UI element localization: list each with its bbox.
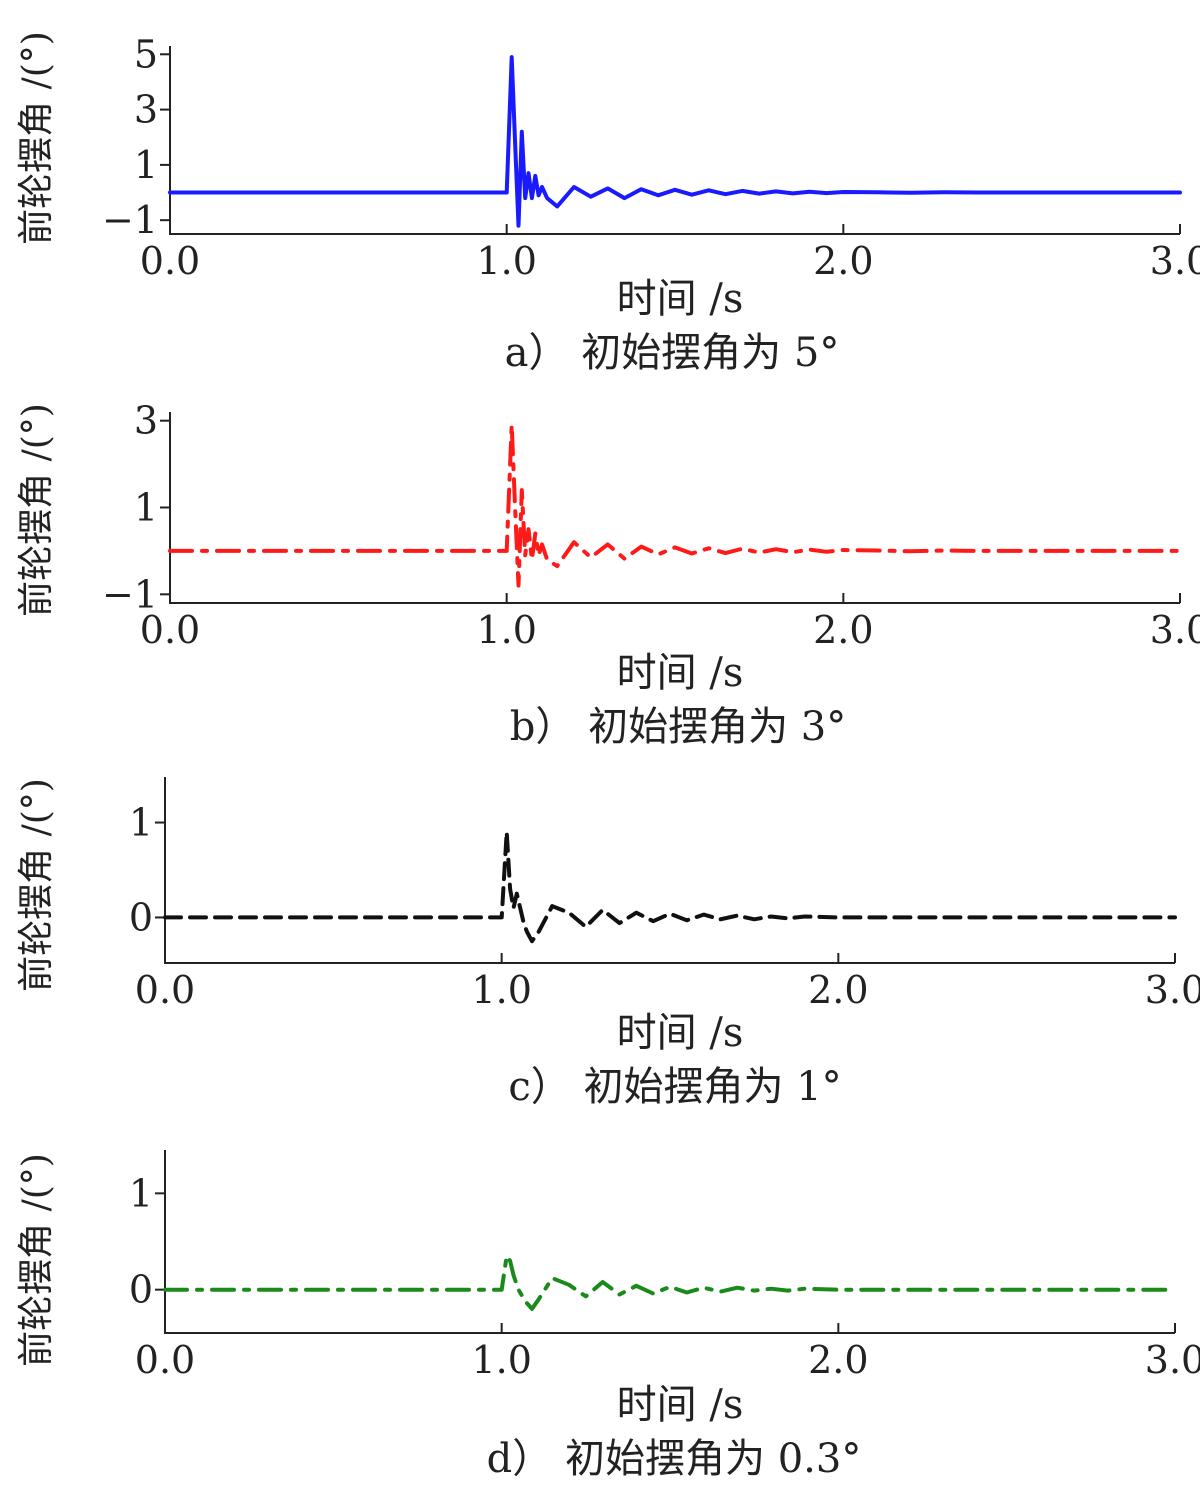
panel-a-xtick-label: 2.0	[813, 239, 873, 283]
panel-d-caption: d） 初始摆角为 0.3°	[487, 1436, 862, 1482]
panel-c-yticks: 01	[129, 801, 165, 939]
panel-b-xtick-label: 3.0	[1150, 608, 1200, 652]
panel-d-series-line	[163, 1253, 1177, 1311]
panel-a-axes	[169, 46, 1180, 235]
panel-d-xtick-label: 3.0	[1145, 1338, 1200, 1382]
panel-c-axes	[164, 777, 1175, 964]
panel-c-xtick-label: 1.0	[471, 968, 531, 1012]
panel-a-series-line	[168, 55, 1182, 228]
panel-a-xtick-label: 3.0	[1150, 239, 1200, 283]
panel-a-xticks: 0.0 1.0 2.0 3.0	[140, 224, 1200, 283]
panel-b-ytick-label: 1	[134, 486, 158, 530]
panel-c-xtick-label: 0.0	[135, 968, 195, 1012]
panel-a: 前轮摆角 /(°) −1 1 3 5 0.0 1.0 2.0 3.0 时间 /s a） 初始…	[16, 31, 1200, 376]
panel-c: 前轮摆角 /(°) 01 0.0 1.0 2.0 3.0 时间 /s c） 初始摆角为…	[16, 777, 1200, 1110]
panel-c-series-line	[163, 830, 1177, 944]
panel-b-ylabel: 前轮摆角 /(°)	[16, 403, 57, 617]
panel-c-xlabel: 时间 /s	[617, 1010, 744, 1056]
panel-a-ytick-label: 1	[134, 143, 158, 187]
panel-a-ytick-label: 5	[134, 32, 158, 76]
panel-c-xtick-label: 3.0	[1145, 968, 1200, 1012]
panel-d-xticks: 0.0 1.0 2.0 3.0	[135, 1323, 1200, 1382]
panel-d-yticks: 01	[129, 1171, 165, 1312]
panel-a-series	[168, 55, 1182, 228]
panel-a-caption: a） 初始摆角为 5°	[505, 330, 840, 376]
panel-c-ytick-label: 0	[129, 895, 153, 939]
panel-d-xlabel: 时间 /s	[617, 1382, 744, 1428]
panel-a-ylabel: 前轮摆角 /(°)	[16, 31, 57, 245]
panel-a-xlabel: 时间 /s	[617, 276, 744, 322]
panel-a-xtick-label: 0.0	[140, 239, 200, 283]
panel-b-series-line	[168, 423, 1182, 588]
panel-d-xtick-label: 1.0	[471, 1338, 531, 1382]
panel-d: 前轮摆角 /(°) 01 0.0 1.0 2.0 3.0 时间 /s d） 初始摆角为…	[16, 1150, 1200, 1482]
panel-c-xticks: 0.0 1.0 2.0 3.0	[135, 953, 1200, 1012]
panel-a-ytick-label: −1	[102, 198, 158, 242]
panel-b-xtick-label: 2.0	[813, 608, 873, 652]
panel-c-series	[163, 830, 1177, 944]
panel-c-ylabel: 前轮摆角 /(°)	[16, 778, 57, 992]
panel-b-ytick-label: 3	[134, 399, 158, 443]
panel-d-ytick-label: 1	[129, 1171, 153, 1215]
panel-b-axes	[169, 412, 1180, 604]
panel-b-series	[168, 423, 1182, 588]
panel-c-caption: c） 初始摆角为 1°	[508, 1064, 841, 1110]
panel-b-xtick-label: 0.0	[140, 608, 200, 652]
panel-b-yticks: −1 1 3	[102, 399, 170, 616]
panel-a-yticks: −1 1 3 5	[102, 32, 170, 242]
panel-b: 前轮摆角 /(°) −1 1 3 0.0 1.0 2.0 3.0 时间 /s b） 初始摆…	[16, 399, 1200, 750]
panel-b-xtick-label: 1.0	[476, 608, 536, 652]
panel-c-xtick-label: 2.0	[808, 968, 868, 1012]
panel-b-ytick-label: −1	[102, 572, 158, 616]
panel-c-ytick-label: 1	[129, 801, 153, 845]
panel-b-xticks: 0.0 1.0 2.0 3.0	[140, 593, 1200, 652]
panel-d-ytick-label: 0	[129, 1268, 153, 1312]
panel-d-ylabel: 前轮摆角 /(°)	[16, 1153, 57, 1367]
panel-a-ytick-label: 3	[134, 88, 158, 132]
panel-a-xtick-label: 1.0	[476, 239, 536, 283]
panel-d-series	[163, 1253, 1177, 1311]
panel-d-xtick-label: 2.0	[808, 1338, 868, 1382]
panel-b-caption: b） 初始摆角为 3°	[510, 704, 846, 750]
panel-d-axes	[164, 1150, 1175, 1334]
panel-b-xlabel: 时间 /s	[617, 650, 744, 696]
panel-d-xtick-label: 0.0	[135, 1338, 195, 1382]
